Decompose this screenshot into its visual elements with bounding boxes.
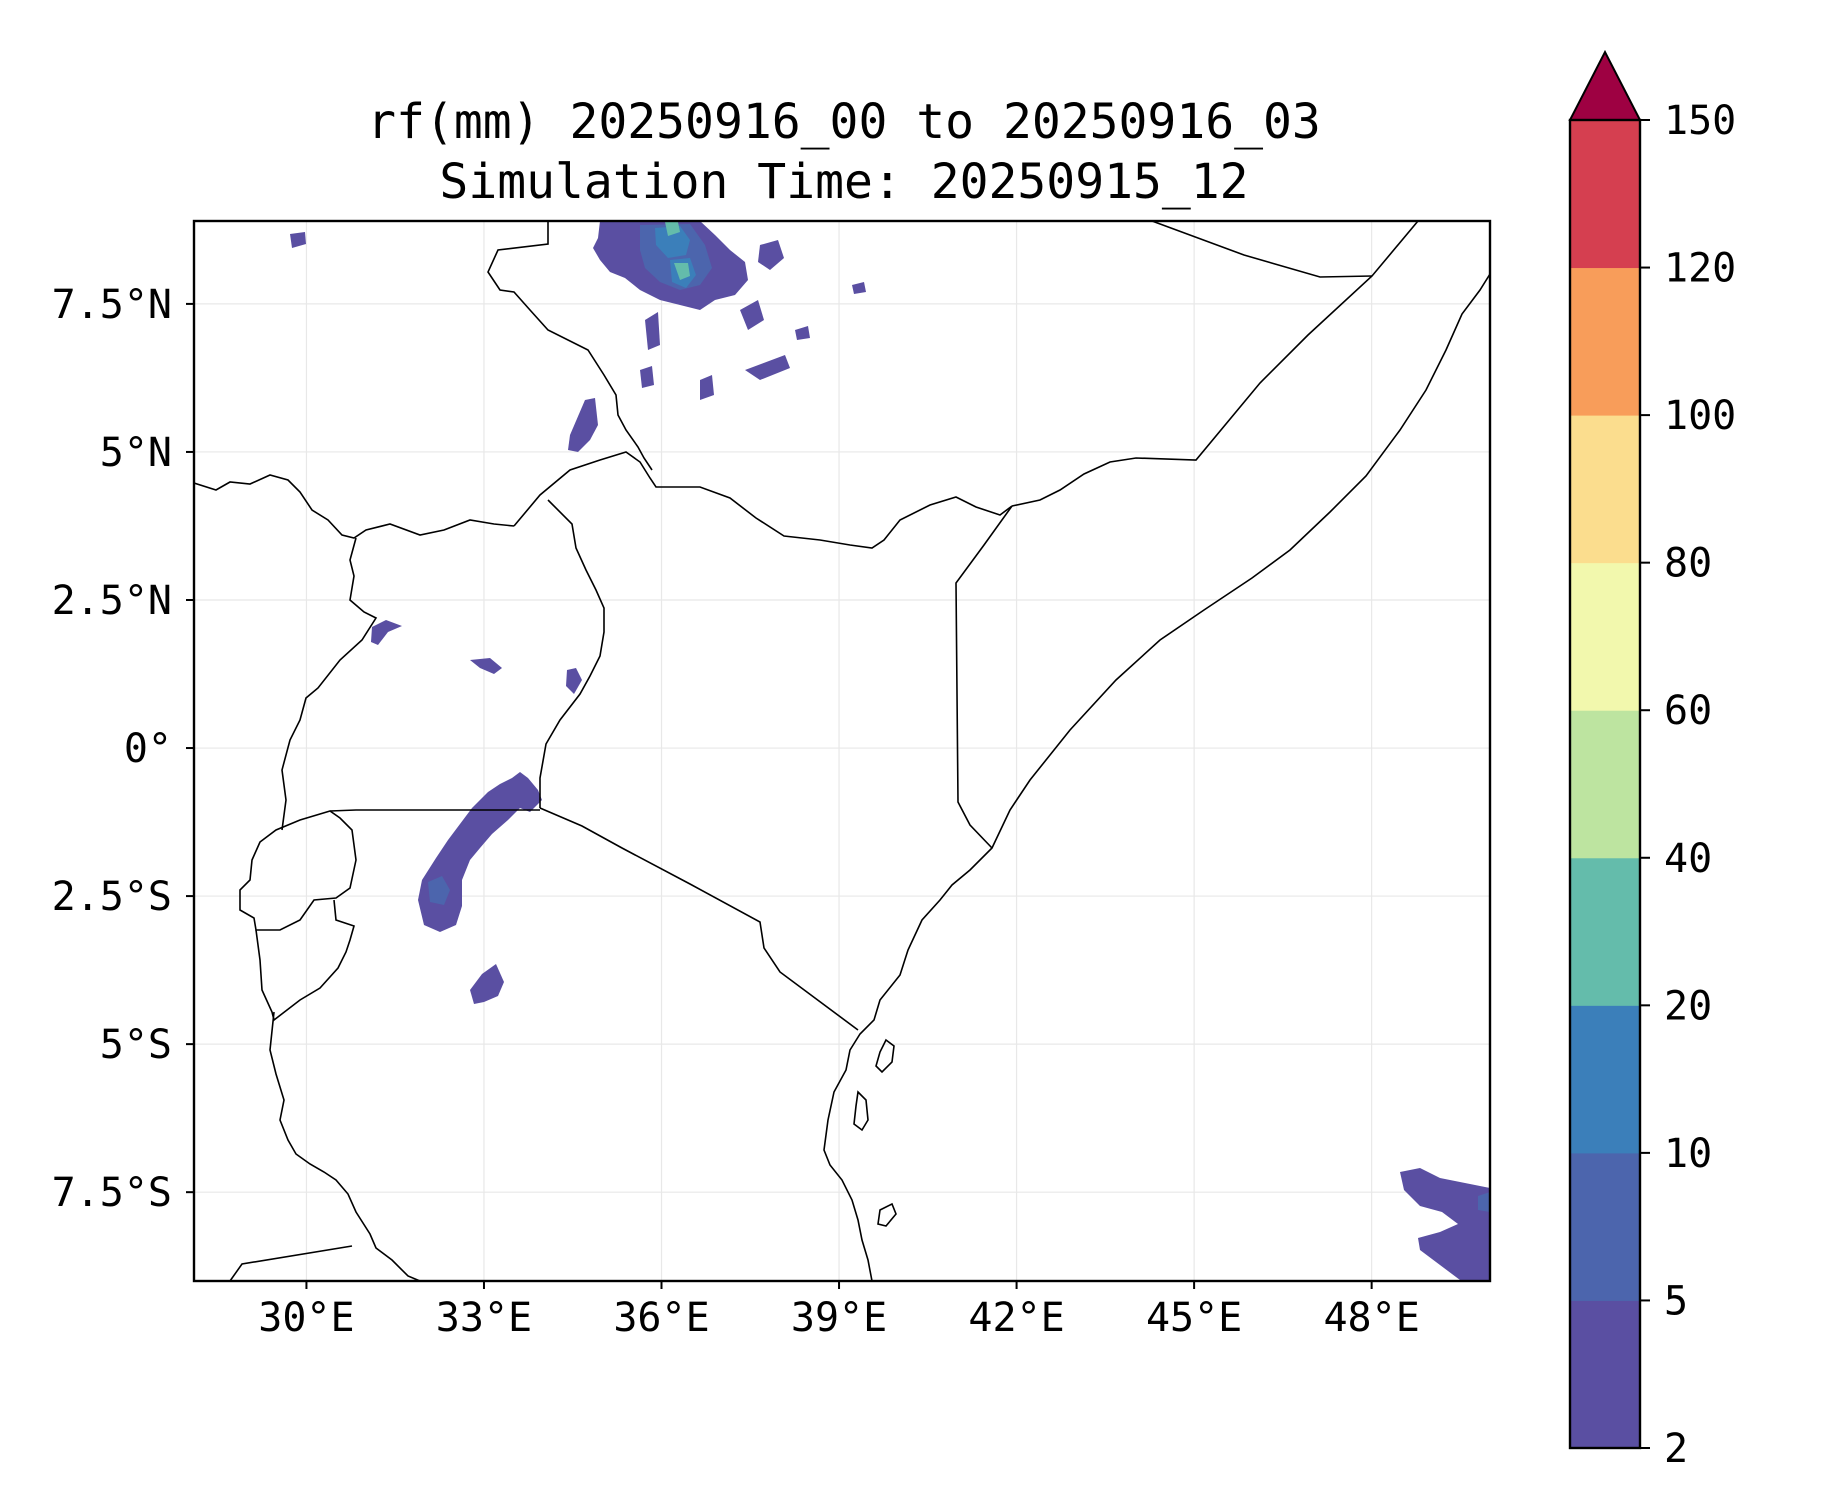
border-uganda-tanzania bbox=[329, 809, 540, 812]
coastline-somalia bbox=[823, 273, 1490, 1281]
colorbar-segment bbox=[1570, 710, 1640, 859]
rain-area-tanzania bbox=[470, 964, 504, 1004]
rain-area-north-cluster-c bbox=[655, 226, 690, 258]
y-tick-label: 5°S bbox=[100, 1022, 172, 1068]
rain-area-east-1 bbox=[758, 240, 784, 270]
colorbar-extend-arrow bbox=[1568, 49, 1642, 121]
x-tick-label: 39°E bbox=[791, 1295, 887, 1341]
rain-area-mid-2 bbox=[700, 375, 714, 400]
border-ethiopia-kenya bbox=[513, 451, 1013, 549]
border-kenya-tanzania bbox=[539, 807, 859, 1031]
colorbar: 2 5 10 20 40 60 80 100 120 150 bbox=[1568, 49, 1736, 1472]
rain-area-mid-1 bbox=[645, 312, 660, 350]
border-south-sudan-ethiopia bbox=[487, 221, 653, 471]
rain-area-east-3 bbox=[745, 355, 790, 380]
y-tick-label: 2.5°S bbox=[52, 874, 172, 920]
map-title: rf(mm) 20250916_00 to 20250916_03 bbox=[367, 94, 1321, 150]
rain-area-mid-3 bbox=[640, 366, 654, 388]
border-uganda-kenya bbox=[539, 499, 605, 808]
border-burundi-tanzania bbox=[255, 899, 355, 1022]
colorbar-segment bbox=[1570, 120, 1640, 269]
colorbar-tick-label: 2 bbox=[1664, 1426, 1688, 1472]
pemba-island bbox=[853, 1090, 869, 1132]
map-subtitle: Simulation Time: 20250915_12 bbox=[439, 154, 1249, 210]
colorbar-segment bbox=[1570, 1300, 1640, 1449]
rain-area-indian-ocean bbox=[1400, 1168, 1490, 1281]
x-tick-label: 45°E bbox=[1146, 1295, 1242, 1341]
rain-area-east-5 bbox=[852, 282, 866, 294]
zanzibar-island bbox=[875, 1038, 895, 1074]
y-tick-label: 7.5°S bbox=[52, 1170, 172, 1216]
x-tick-label: 30°E bbox=[258, 1295, 354, 1341]
rain-area-south-sudan bbox=[568, 398, 598, 452]
colorbar-segment bbox=[1570, 1152, 1640, 1301]
border-zambia-tanzania bbox=[229, 1245, 353, 1281]
x-tick-label: 33°E bbox=[436, 1295, 532, 1341]
rain-area-uganda-north bbox=[371, 620, 402, 645]
gridlines bbox=[194, 221, 1490, 1281]
colorbar-tick-label: 10 bbox=[1664, 1131, 1712, 1177]
colorbar-tick-label: 20 bbox=[1664, 983, 1712, 1029]
border-uganda-west bbox=[281, 537, 378, 831]
rain-area-uganda-east bbox=[566, 668, 582, 694]
mafia-island bbox=[877, 1202, 897, 1227]
border-ethiopia-somalia bbox=[1011, 221, 1419, 507]
y-tick-label: 0° bbox=[124, 726, 172, 772]
rain-area-east-2 bbox=[740, 300, 764, 330]
colorbar-segment bbox=[1570, 857, 1640, 1006]
colorbar-tick-label: 150 bbox=[1664, 98, 1736, 144]
rain-area-lake-victoria-core bbox=[428, 876, 450, 905]
border-somaliland bbox=[1151, 221, 1373, 278]
rain-area-indian-ocean-b bbox=[1478, 1192, 1490, 1212]
colorbar-segment bbox=[1570, 562, 1640, 711]
rain-area-east-4 bbox=[795, 326, 810, 340]
colorbar-tick-label: 60 bbox=[1664, 688, 1712, 734]
colorbar-segment bbox=[1570, 415, 1640, 564]
y-tick-label: 2.5°N bbox=[52, 578, 172, 624]
y-tick-label: 5°N bbox=[100, 430, 172, 476]
colorbar-segment bbox=[1570, 1005, 1640, 1154]
colorbar-tick-label: 120 bbox=[1664, 246, 1736, 292]
rain-area-north-cluster-peak-b bbox=[674, 263, 690, 280]
x-tick-label: 48°E bbox=[1323, 1295, 1419, 1341]
y-tick-label: 7.5°N bbox=[52, 282, 172, 328]
map-background bbox=[194, 221, 1490, 1281]
colorbar-tick-label: 5 bbox=[1664, 1278, 1688, 1324]
rain-area-uganda-central bbox=[470, 658, 502, 674]
colorbar-tick-label: 40 bbox=[1664, 836, 1712, 882]
x-tick-label: 36°E bbox=[613, 1295, 709, 1341]
border-drc-south-sudan-uganda bbox=[194, 474, 515, 539]
border-drc-tanzania-lake bbox=[269, 1011, 421, 1281]
x-tick-label: 42°E bbox=[968, 1295, 1064, 1341]
rain-area-west-small bbox=[290, 232, 306, 248]
axis-ticks: 30°E 33°E 36°E 39°E 42°E 45°E 48°E 7.5°N 5°N 2.5°… bbox=[52, 282, 1420, 1341]
colorbar-tick-label: 80 bbox=[1664, 541, 1712, 587]
border-kenya-somalia bbox=[955, 505, 1013, 849]
rain-area-north-cluster-peak bbox=[665, 222, 680, 236]
rainfall-contours bbox=[290, 221, 1490, 1281]
country-borders bbox=[194, 221, 1490, 1281]
colorbar-frame bbox=[1568, 118, 1642, 1450]
map-frame bbox=[192, 219, 1492, 1283]
colorbar-segment bbox=[1570, 267, 1640, 416]
colorbar-tick-label: 100 bbox=[1664, 393, 1736, 439]
